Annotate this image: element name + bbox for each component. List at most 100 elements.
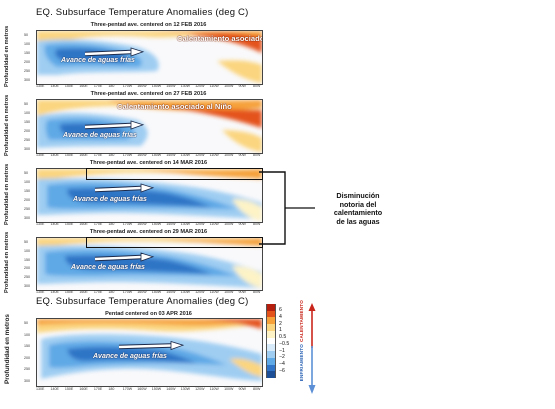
cooling-arrow-icon: [308, 346, 316, 394]
lon-tick: 130E: [36, 84, 45, 88]
lon-tick: 170E: [93, 222, 103, 226]
colorbar-swatch: [266, 364, 276, 372]
lon-tick: 110W: [209, 222, 219, 226]
callout-line: de las aguas: [336, 216, 380, 226]
lon-tick: 180: [108, 387, 115, 391]
lon-tick: 110W: [209, 84, 219, 88]
lon-tick: 160W: [137, 84, 147, 88]
cold-advance-label: Avance de aguas frías: [61, 57, 135, 64]
lon-tick: 150W: [151, 84, 162, 88]
depth-tick: 200: [24, 266, 30, 271]
colorbar-swatch: [266, 344, 276, 352]
colorbar-label: 2: [279, 320, 282, 327]
lon-tick: 130W: [180, 153, 191, 157]
lon-tick: 180: [108, 84, 115, 88]
depth-tick: 250: [24, 367, 30, 372]
lon-tick: 100W: [224, 222, 234, 226]
lon-tick: 150E: [64, 222, 74, 226]
lon-tick: 160W: [137, 153, 147, 157]
depth-tick: 200: [24, 198, 30, 202]
header-title: EQ. Subsurface Temperature Anomalies (de…: [36, 7, 249, 18]
lon-tick: 80W: [253, 153, 261, 157]
anomaly-field: [37, 169, 262, 222]
lon-tick: 140W: [166, 153, 176, 157]
lon-tick: 160W: [137, 387, 147, 391]
panel-subtitle: Three-pentad ave. centered on 29 MAR 201…: [89, 229, 208, 235]
bottom-anomaly-field: [37, 319, 262, 386]
depth-tick: 50: [24, 240, 28, 244]
callout-line: calentamiento: [333, 208, 383, 218]
colorbar-swatch: [266, 371, 276, 379]
anomaly-panel: Avance de aguas frías: [36, 237, 263, 291]
depth-tick: 300: [24, 284, 30, 288]
lon-tick: 180: [108, 222, 115, 226]
bottom-cold-label: Avance de aguas frías: [93, 353, 167, 360]
depth-tick: 50: [24, 33, 28, 37]
colorbar-label: −4: [279, 361, 285, 368]
lon-tick: 110W: [209, 290, 219, 294]
lon-tick: 150E: [64, 84, 74, 88]
cold-advance-label: Avance de aguas frías: [71, 264, 145, 271]
bottom-subtitle: Pentad centered on 03 APR 2016: [105, 311, 192, 317]
anomaly-panel: Avance de aguas frías Calentamiento asoci…: [36, 30, 263, 85]
lon-tick: 130W: [180, 290, 191, 294]
panel-ylabel: Profundidad en metros: [4, 25, 10, 87]
callout-line: Disminución: [336, 191, 380, 200]
lon-tick: 160E: [79, 153, 88, 157]
lon-tick: 140E: [50, 290, 59, 294]
lon-tick: 170E: [93, 153, 103, 157]
lon-tick: 120W: [195, 84, 205, 88]
lon-tick: 170W: [122, 387, 133, 391]
lon-tick: 170W: [122, 153, 133, 157]
colorbar-swatch: [266, 324, 276, 332]
warming-arrow-icon: [308, 303, 316, 348]
panel-ylabel: Profundidad en metros: [4, 94, 10, 156]
lon-tick: 170E: [93, 290, 103, 294]
depth-tick: 150: [24, 51, 30, 55]
depth-tick: 100: [24, 332, 30, 337]
lon-tick: 80W: [253, 387, 261, 391]
callout-bracket: [259, 171, 315, 245]
lon-tick: 160E: [79, 387, 88, 391]
lon-tick: 160W: [137, 290, 147, 294]
lon-tick: 160E: [79, 84, 88, 88]
lon-tick: 130W: [180, 84, 191, 88]
colorbar: [266, 304, 276, 379]
depth-tick: 300: [24, 147, 30, 151]
lon-tick: 170W: [122, 222, 133, 226]
depth-tick: 250: [24, 138, 30, 142]
colorbar-swatch: [266, 310, 276, 318]
bottom-anomaly-panel: Avance de aguas frías: [36, 318, 263, 387]
lon-tick: 140E: [50, 387, 59, 391]
lon-tick: 170E: [93, 387, 103, 391]
lon-tick: 120W: [195, 387, 205, 391]
lon-tick: 150W: [151, 387, 162, 391]
lon-tick: 90W: [238, 84, 246, 88]
bottom-title: EQ. Subsurface Temperature Anomalies (de…: [36, 296, 249, 307]
lon-tick: 160W: [137, 222, 147, 226]
colorbar-swatch: [266, 337, 276, 345]
lon-tick: 140W: [166, 84, 176, 88]
lon-tick: 90W: [238, 153, 246, 157]
lon-tick: 90W: [238, 290, 246, 294]
lon-tick: 110W: [209, 387, 219, 391]
lon-tick: 150W: [151, 153, 162, 157]
colorbar-swatch: [266, 304, 276, 312]
lon-tick: 150W: [151, 222, 162, 226]
bottom-cold-arrow-icon: [118, 341, 185, 351]
lon-tick: 100W: [224, 153, 234, 157]
lon-tick: 150E: [64, 290, 74, 294]
callout-text: Disminución notoria del calentamiento de la…: [318, 191, 398, 227]
warming-label: Calentamiento asociado al Niño: [117, 102, 232, 111]
highlight-box: [86, 237, 263, 248]
colorbar-swatch: [266, 330, 276, 338]
panel-ylabel: Profundidad en metros: [4, 163, 10, 225]
colorbar-label: −6: [279, 367, 285, 374]
depth-tick: 50: [24, 102, 28, 106]
depth-tick: 50: [24, 171, 28, 175]
lon-tick: 140E: [50, 84, 59, 88]
colorbar-label: 1: [279, 327, 282, 334]
lon-tick: 100W: [224, 290, 234, 294]
depth-tick: 150: [24, 120, 30, 124]
cold-advance-label: Avance de aguas frías: [63, 132, 137, 139]
